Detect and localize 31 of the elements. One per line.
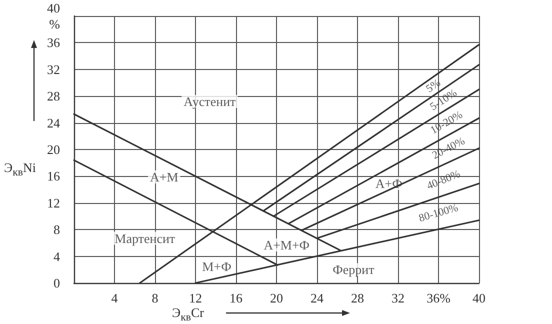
y-tick-label: 28 [47,88,60,104]
y-tick-label: 16 [47,168,60,184]
x-tick-label: 24 [310,290,324,306]
y-tick-label: 20 [47,142,60,157]
y-tick-label: 12 [47,195,60,210]
annotation: Феррит [332,262,375,278]
y-tick-label: 24 [47,115,60,130]
x-axis-title: Э$_{кв}$Cr [172,305,204,324]
x-tick-label: 28 [351,290,364,306]
annotation: 40-80% [425,168,462,192]
y-axis-title: Э$_{кв}$Ni [4,160,36,181]
x-tick-label: 16 [230,290,243,306]
y-tick-label: 32 [47,62,60,77]
x-tick-label: 12 [189,290,202,306]
annotation: 80-100% [417,202,460,225]
annotation: А+М+Ф [264,237,310,252]
x-tick-label: 20 [270,290,283,306]
y-tick-label: 8 [54,222,60,238]
x-tick-label: 8 [152,290,158,306]
annotation: Мартенсит [114,230,176,246]
annotation: Аустенит [184,94,236,109]
y-tick-label: 36 [47,35,60,50]
y-tick-label: 40 % [47,0,60,32]
x-tick-label: 32 [392,290,404,306]
x-tick-label: 4 [111,290,118,306]
annotation: М+Ф [202,258,232,274]
y-tick-label: 0 [54,276,60,290]
annotation: А+М [150,169,179,184]
y-tick-label: 4 [54,248,60,264]
x-tick-label: 36% [426,290,451,306]
x-tick-label: 40 [472,290,486,306]
